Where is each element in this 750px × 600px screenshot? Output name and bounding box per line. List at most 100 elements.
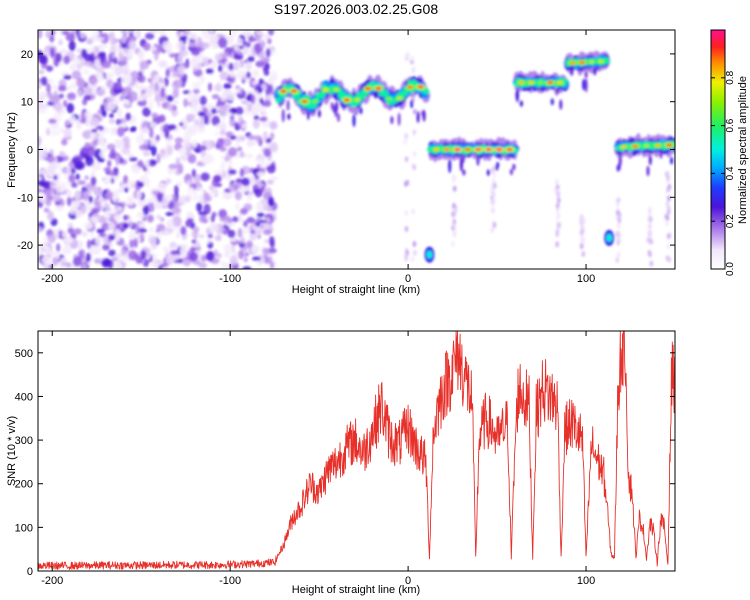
noise-speckle: [184, 30, 190, 36]
noise-speckle: [124, 99, 131, 106]
noise-speckle: [39, 96, 44, 104]
noise-speckle: [123, 142, 131, 149]
noise-speckle: [139, 60, 150, 70]
noise-speckle: [172, 193, 177, 203]
noise-speckle: [231, 107, 237, 114]
noise-speckle: [150, 122, 157, 129]
noise-speckle: [43, 207, 50, 213]
noise-speckle: [161, 266, 172, 269]
noise-speckle: [195, 186, 204, 192]
noise-speckle: [220, 161, 227, 168]
noise-speckle: [135, 224, 140, 235]
faint-streak: [555, 202, 560, 209]
noise-speckle: [238, 250, 244, 260]
track-drip: [556, 87, 560, 94]
noise-speckle: [259, 50, 265, 61]
track-drip: [335, 101, 339, 112]
track-drip: [459, 157, 463, 172]
faint-streak: [647, 223, 652, 230]
noise-speckle: [219, 71, 229, 81]
noise-speckle: [126, 179, 136, 186]
noise-speckle: [270, 176, 279, 182]
noise-speckle: [120, 30, 127, 34]
noise-speckle: [225, 112, 233, 117]
faint-streak: [404, 226, 409, 232]
noise-speckle: [78, 249, 85, 260]
noise-speckle: [158, 30, 165, 37]
noise-speckle: [149, 128, 154, 139]
noise-speckle: [81, 231, 88, 237]
faint-streak: [412, 164, 417, 171]
noise-speckle: [262, 247, 270, 255]
noise-speckle: [85, 155, 94, 167]
noise-speckle: [38, 69, 45, 75]
track-peak: [291, 89, 297, 93]
faint-streak: [451, 211, 456, 218]
noise-speckle: [270, 141, 279, 153]
noise-speckle: [211, 60, 217, 69]
noise-speckle: [126, 195, 135, 206]
noise-speckle: [235, 202, 240, 211]
faint-streak: [665, 171, 669, 178]
colorbar-ticks: 0.0 0.2 0.4 0.6 0.8: [711, 70, 736, 276]
faint-streak: [580, 221, 584, 228]
noise-speckle: [145, 32, 155, 40]
faint-streak: [557, 197, 561, 204]
noise-speckle: [66, 196, 72, 207]
noise-speckle: [246, 195, 252, 202]
noise-speckle: [67, 222, 73, 228]
noise-speckle: [96, 72, 104, 82]
track-drip: [509, 168, 513, 176]
faint-streak: [666, 243, 671, 250]
noise-speckle: [206, 251, 215, 262]
track-peak: [301, 100, 308, 103]
noise-speckle: [177, 53, 184, 65]
noise-speckle: [74, 209, 81, 217]
noise-speckle: [246, 135, 257, 140]
noise-speckle: [244, 153, 254, 159]
noise-speckle: [193, 190, 198, 201]
noise-speckle: [71, 182, 78, 188]
faint-streak: [410, 55, 415, 62]
noise-speckle: [106, 143, 116, 150]
noise-speckle: [187, 153, 197, 164]
noise-speckle: [111, 207, 116, 215]
noise-speckle: [76, 78, 86, 88]
noise-speckle: [211, 94, 220, 100]
track-drip: [448, 158, 452, 174]
track-cell: [318, 91, 326, 99]
faint-streak: [404, 210, 409, 216]
noise-speckle: [241, 227, 251, 235]
noise-speckle: [122, 68, 130, 76]
noise-speckle: [141, 89, 146, 95]
x-tick-label: 0: [405, 575, 411, 587]
noise-speckle: [237, 227, 243, 238]
track-peak: [506, 148, 513, 151]
colorbar-tick-label: 0.8: [725, 70, 736, 84]
noise-speckle: [142, 127, 149, 135]
noise-speckle: [55, 205, 64, 212]
frequency-track: [564, 50, 610, 93]
noise-speckle: [147, 78, 152, 83]
x-tick-label: 0: [405, 273, 411, 285]
noise-speckle: [205, 68, 214, 74]
noise-speckle: [210, 214, 215, 223]
noise-speckle: [47, 234, 56, 244]
noise-speckle: [106, 78, 114, 89]
noise-speckle: [266, 179, 274, 185]
noise-speckle: [192, 81, 202, 90]
noise-speckle: [262, 100, 272, 107]
noise-speckle: [213, 174, 222, 183]
noise-speckle: [263, 148, 272, 157]
faint-streak: [410, 256, 415, 263]
noise-speckle: [86, 38, 93, 45]
noise-speckle: [143, 260, 149, 268]
noise-speckle: [80, 204, 87, 215]
noise-speckle: [266, 163, 276, 174]
noise-speckle: [108, 234, 115, 241]
noise-speckle: [137, 74, 146, 83]
noise-speckle: [245, 71, 251, 79]
noise-speckle: [220, 129, 226, 136]
noise-speckle: [162, 41, 172, 50]
noise-speckle: [95, 235, 102, 245]
